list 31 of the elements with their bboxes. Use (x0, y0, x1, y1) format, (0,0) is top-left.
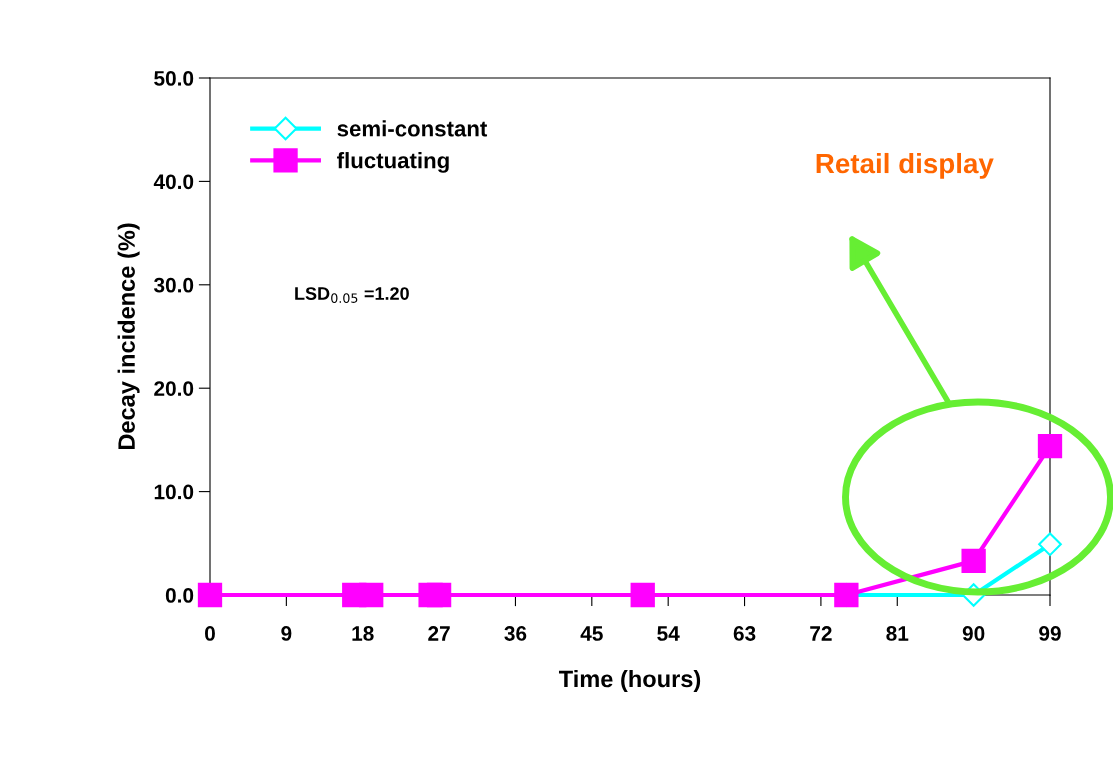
point (197, 582, 223, 608)
x-axis-title: Time (hours) (558, 669, 701, 692)
x-tick-label: 36 (504, 626, 527, 641)
x-tick-label: 54 (657, 626, 680, 641)
point (426, 582, 452, 608)
x-tick-label: 99 (1039, 626, 1061, 641)
point (1038, 532, 1062, 557)
point (961, 548, 986, 574)
y-axis-title: Decay incidence (%) (117, 223, 140, 450)
point (630, 582, 655, 608)
y-tick-label: 40.0 (153, 174, 194, 190)
y-tick-label: 20.0 (154, 381, 194, 396)
x-tick-label: 63 (733, 626, 756, 641)
x-tick-label: 0 (205, 626, 215, 641)
annotation: LSD$_{0.05}$ =1.20 (295, 287, 409, 303)
annotation: Retail display (816, 152, 994, 179)
x-tick-label: 90 (962, 626, 985, 641)
y-tick-label: 0.0 (165, 588, 194, 603)
x-tick-label: 45 (580, 626, 603, 641)
x-tick-label: 27 (428, 626, 450, 641)
y-tick-label: 10.0 (154, 484, 194, 500)
x-tick-label: 18 (352, 626, 374, 641)
legend-label: semi-constant (337, 120, 488, 137)
y-tick-label: 30.0 (153, 277, 194, 293)
point (1037, 433, 1063, 459)
x-tick-label: 72 (810, 626, 832, 641)
legend-label: fluctuating (337, 152, 449, 173)
y-tick-label: 50.0 (154, 71, 194, 86)
x-tick-label: 9 (281, 626, 292, 641)
point (359, 582, 384, 608)
x-tick-label: 81 (886, 626, 909, 641)
